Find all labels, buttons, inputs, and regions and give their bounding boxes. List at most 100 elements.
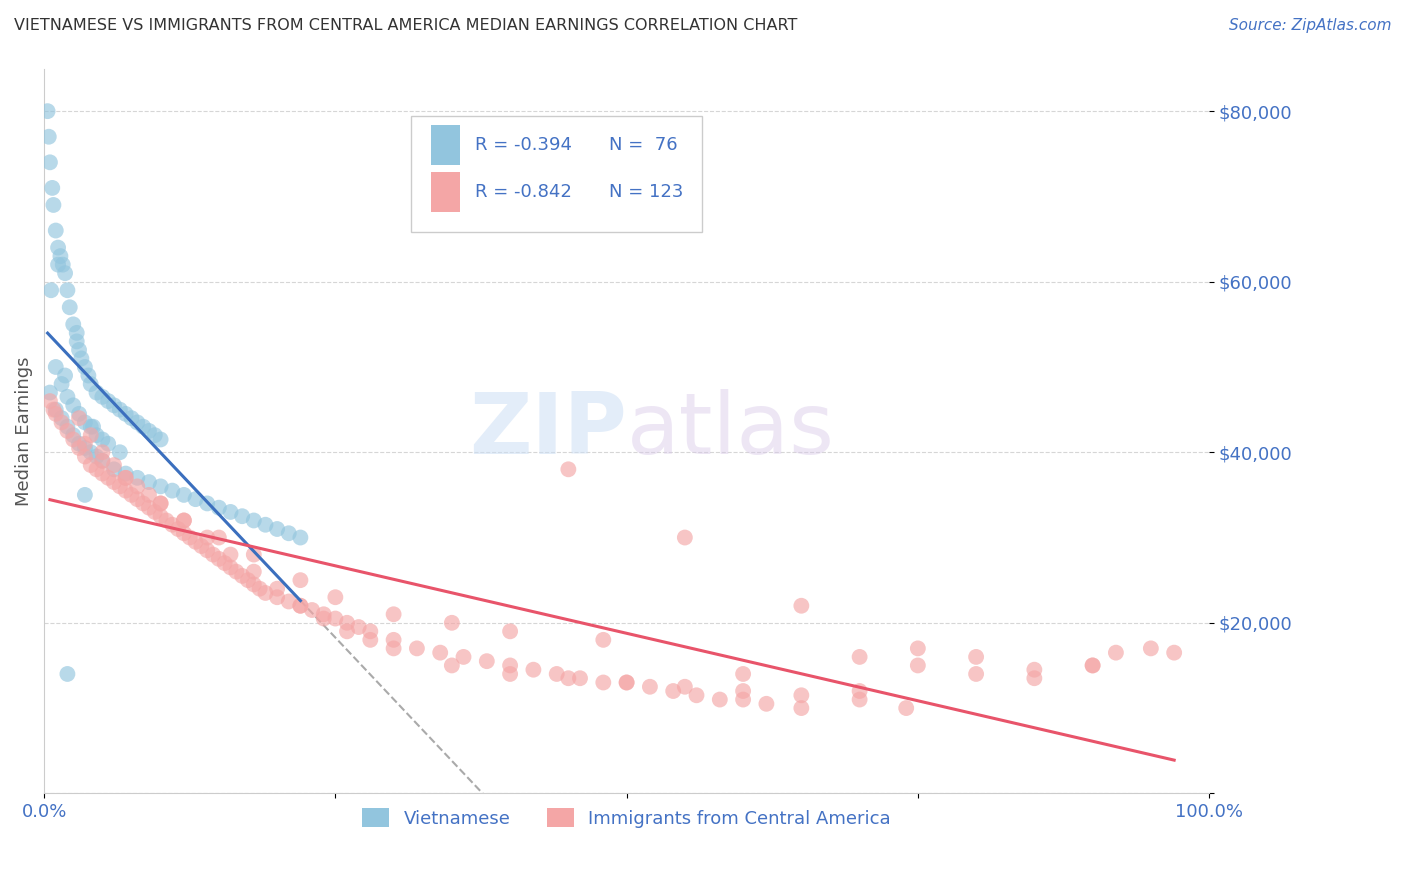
Point — [848, 649, 870, 664]
Point — [56, 283, 79, 297]
Point — [325, 611, 347, 625]
Point — [91, 454, 114, 468]
Point — [91, 467, 114, 481]
Point — [184, 492, 207, 507]
Point — [848, 692, 870, 706]
Point — [162, 517, 184, 532]
Point — [42, 198, 65, 212]
Point — [51, 377, 73, 392]
Point — [46, 258, 69, 272]
Point — [51, 411, 73, 425]
Point — [453, 649, 475, 664]
Point — [569, 671, 592, 685]
Point — [616, 675, 638, 690]
Point — [80, 458, 103, 472]
Point — [51, 416, 73, 430]
Point — [231, 509, 253, 524]
Point — [39, 155, 62, 169]
Point — [149, 496, 172, 510]
Point — [243, 565, 266, 579]
Point — [67, 343, 90, 357]
Y-axis label: Median Earnings: Median Earnings — [15, 356, 32, 506]
Point — [254, 586, 277, 600]
Point — [266, 522, 288, 536]
Point — [70, 351, 93, 366]
Point — [790, 701, 813, 715]
Point — [277, 526, 299, 541]
Point — [325, 591, 347, 605]
Point — [336, 624, 359, 639]
Point — [499, 624, 522, 639]
Point — [173, 513, 195, 527]
Point — [45, 223, 67, 237]
Point — [907, 641, 929, 656]
Point — [266, 582, 288, 596]
Point — [167, 522, 190, 536]
Point — [73, 488, 96, 502]
Point — [97, 394, 120, 409]
Point — [290, 599, 312, 613]
Point — [162, 483, 184, 498]
Point — [359, 624, 381, 639]
Point — [214, 556, 236, 570]
Legend: Vietnamese, Immigrants from Central America: Vietnamese, Immigrants from Central Amer… — [356, 801, 898, 835]
Point — [208, 531, 231, 545]
Point — [1081, 658, 1104, 673]
Point — [219, 548, 242, 562]
Point — [195, 543, 218, 558]
Point — [336, 615, 359, 630]
Point — [249, 582, 271, 596]
Point — [73, 436, 96, 450]
Point — [225, 565, 247, 579]
Point — [907, 658, 929, 673]
Point — [347, 620, 370, 634]
Point — [429, 646, 451, 660]
Point — [965, 667, 987, 681]
Point — [173, 526, 195, 541]
Point — [108, 445, 131, 459]
Point — [208, 552, 231, 566]
Point — [440, 615, 463, 630]
Point — [733, 684, 755, 698]
Point — [546, 667, 568, 681]
Point — [103, 462, 125, 476]
Point — [499, 667, 522, 681]
Point — [733, 692, 755, 706]
Point — [56, 419, 79, 434]
Point — [499, 658, 522, 673]
Point — [149, 433, 172, 447]
Point — [42, 402, 65, 417]
Point — [73, 441, 96, 455]
Point — [1163, 646, 1185, 660]
Point — [673, 680, 696, 694]
Point — [173, 513, 195, 527]
Point — [97, 471, 120, 485]
Point — [80, 428, 103, 442]
Text: ZIP: ZIP — [468, 390, 627, 473]
Point — [208, 500, 231, 515]
Point — [127, 479, 149, 493]
Point — [62, 433, 84, 447]
Point — [45, 402, 67, 417]
Point — [138, 500, 160, 515]
Point — [359, 632, 381, 647]
Point — [66, 326, 89, 340]
Point — [138, 424, 160, 438]
Point — [290, 531, 312, 545]
Point — [1024, 671, 1046, 685]
Point — [790, 599, 813, 613]
Point — [114, 471, 136, 485]
Point — [127, 471, 149, 485]
Point — [312, 611, 335, 625]
Point — [195, 531, 218, 545]
Point — [62, 428, 84, 442]
Point — [97, 436, 120, 450]
Text: R = -0.842: R = -0.842 — [475, 183, 572, 201]
Point — [52, 258, 75, 272]
Point — [108, 479, 131, 493]
Point — [301, 603, 323, 617]
Point — [66, 334, 89, 349]
Point — [149, 479, 172, 493]
Point — [219, 560, 242, 574]
Point — [790, 688, 813, 702]
